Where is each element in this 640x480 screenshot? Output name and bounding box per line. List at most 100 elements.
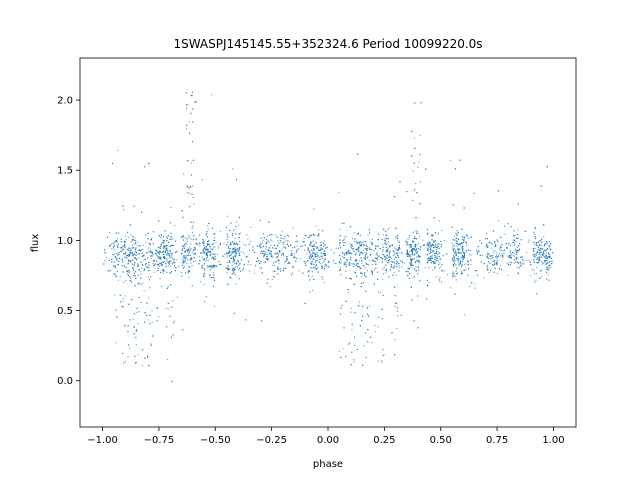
data-point [358,254,361,257]
data-point [489,241,491,243]
data-point [324,250,326,252]
data-point [133,272,136,274]
data-point [317,266,319,268]
data-point [428,246,431,248]
data-point [151,321,153,323]
data-point [133,269,135,271]
data-point [117,258,119,260]
data-point [187,252,189,254]
data-point [163,242,165,244]
data-point [496,257,498,259]
data-point [543,262,545,264]
data-point [308,275,310,277]
data-point [249,241,252,243]
data-point [127,237,129,239]
data-point [174,270,176,272]
data-point [118,252,120,254]
data-point [156,255,158,257]
data-point [365,262,367,264]
data-point [407,271,409,273]
data-point [156,307,158,309]
data-point [145,263,147,265]
data-point [361,243,363,245]
data-point [186,124,188,126]
data-point [518,262,520,264]
data-point [233,230,235,232]
data-point [349,226,352,228]
data-point [529,275,532,277]
data-point [164,245,166,247]
data-point [495,244,497,246]
data-point [209,274,211,276]
data-point [208,266,210,268]
data-point [396,263,398,265]
data-point [137,322,139,325]
data-point [276,256,278,258]
data-point [147,238,149,240]
data-point [535,272,538,274]
data-point [353,336,356,338]
data-point [294,246,296,248]
data-point [272,264,274,266]
data-point [454,275,456,277]
data-point [314,261,317,263]
data-point [173,320,175,322]
data-point [396,266,398,268]
data-point [170,257,172,259]
data-point [428,243,430,245]
chart-title: 1SWASPJ145145.55+352324.6 Period 1009922… [173,37,482,51]
data-point [280,270,282,272]
data-point [409,266,411,268]
data-point [184,245,186,247]
data-point [351,244,353,246]
data-point [415,256,418,258]
data-point [373,249,375,251]
data-point [361,276,363,278]
data-point [219,230,222,232]
data-point [192,159,194,161]
data-point [538,259,540,261]
data-point [202,242,204,244]
data-point [503,225,506,227]
data-point [546,166,548,168]
data-point [464,263,466,265]
data-point [424,267,426,269]
data-point [429,259,431,261]
data-point [156,320,158,322]
data-point [365,332,367,334]
data-point [429,242,431,244]
data-point [214,246,216,248]
data-point [418,269,420,271]
data-point [186,255,188,257]
data-point [491,247,493,249]
data-point [345,236,347,238]
data-point [203,274,205,276]
data-point [534,281,536,283]
data-point [135,247,137,249]
data-point [438,279,440,281]
data-point [540,244,542,246]
data-point [397,315,399,317]
data-point [171,238,173,240]
data-point [256,257,259,259]
data-point [152,253,154,255]
data-point [397,237,399,239]
data-point [141,252,143,254]
data-point [234,247,236,249]
data-point [256,245,258,247]
data-point [388,276,390,278]
data-point [250,264,252,266]
data-point [361,319,363,322]
data-point [183,239,185,241]
data-point [158,257,160,260]
data-point [123,281,125,283]
data-point [500,236,502,239]
data-point [345,263,347,265]
data-point [117,279,119,281]
data-point [127,325,129,327]
data-point [434,256,436,259]
data-point [455,254,457,256]
data-point [307,248,309,250]
data-point [127,248,129,250]
data-point [365,252,367,254]
